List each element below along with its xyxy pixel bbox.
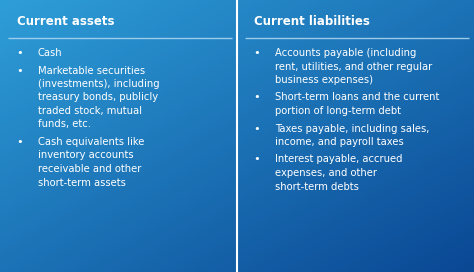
Text: short-term debts: short-term debts — [275, 181, 359, 191]
Text: Marketable securities: Marketable securities — [38, 66, 145, 76]
Text: Taxes payable, including sales,: Taxes payable, including sales, — [275, 123, 429, 134]
Text: Accounts payable (including: Accounts payable (including — [275, 48, 416, 58]
Text: business expenses): business expenses) — [275, 75, 373, 85]
Text: traded stock, mutual: traded stock, mutual — [38, 106, 142, 116]
Text: short-term assets: short-term assets — [38, 178, 126, 187]
Text: portion of long-term debt: portion of long-term debt — [275, 106, 401, 116]
Text: (investments), including: (investments), including — [38, 79, 160, 89]
Text: •: • — [254, 92, 260, 103]
Text: •: • — [254, 154, 260, 165]
Text: •: • — [254, 123, 260, 134]
Text: Cash equivalents like: Cash equivalents like — [38, 137, 144, 147]
Text: Interest payable, accrued: Interest payable, accrued — [275, 154, 402, 165]
Text: rent, utilities, and other regular: rent, utilities, and other regular — [275, 61, 432, 72]
Text: inventory accounts: inventory accounts — [38, 150, 134, 160]
Text: Cash: Cash — [38, 48, 63, 58]
Text: receivable and other: receivable and other — [38, 164, 141, 174]
Text: •: • — [17, 137, 23, 147]
Text: treasury bonds, publicly: treasury bonds, publicly — [38, 92, 158, 103]
Text: expenses, and other: expenses, and other — [275, 168, 377, 178]
Text: •: • — [254, 48, 260, 58]
Text: funds, etc.: funds, etc. — [38, 119, 91, 129]
Text: Current liabilities: Current liabilities — [254, 15, 369, 28]
Text: •: • — [17, 66, 23, 76]
Text: income, and payroll taxes: income, and payroll taxes — [275, 137, 404, 147]
Text: Current assets: Current assets — [17, 15, 114, 28]
Text: •: • — [17, 48, 23, 58]
Text: Short-term loans and the current: Short-term loans and the current — [275, 92, 439, 103]
